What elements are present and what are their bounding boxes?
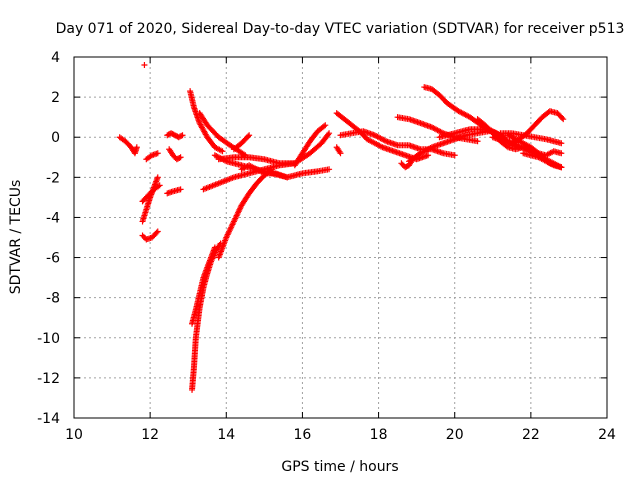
x-tick-labels: 10 12 14 16 18 20 22 24: [65, 427, 616, 443]
data-point: [179, 132, 186, 139]
data-point: [326, 166, 333, 173]
data-point: [560, 116, 567, 123]
series-s9: [164, 130, 186, 141]
x-tick-label: 22: [522, 427, 540, 443]
series-s3: [139, 228, 161, 243]
data-point: [153, 229, 160, 236]
series-s18: [238, 162, 333, 181]
y-tick-label: -2: [46, 170, 60, 186]
data-point: [219, 148, 226, 155]
series-s34: [520, 150, 565, 171]
data-point: [558, 140, 565, 147]
series-s20: [291, 122, 329, 169]
plot-frame: [73, 56, 608, 419]
series-s21: [333, 144, 344, 157]
data-point: [154, 174, 161, 181]
data-point: [154, 228, 161, 235]
series-s5: [139, 182, 163, 205]
data-point: [177, 154, 184, 161]
data-point: [559, 114, 566, 121]
series-s8: [166, 146, 184, 163]
data-point: [178, 132, 185, 139]
series-s14: [215, 166, 275, 261]
y-axis-label: SDTVAR / TECUs: [8, 180, 24, 295]
y-tick-label: -8: [46, 291, 60, 307]
data-point: [245, 133, 252, 140]
series-s10: [187, 88, 226, 155]
series-s6: [143, 150, 161, 163]
data-point: [156, 182, 163, 189]
data-point: [321, 123, 328, 130]
data-points: [116, 62, 567, 393]
series-s33: [508, 108, 567, 147]
data-point: [325, 131, 332, 138]
data-point: [337, 150, 344, 157]
y-tick-label: 2: [51, 90, 60, 106]
series-s7: [164, 186, 184, 197]
y-tick-label: -14: [37, 411, 60, 427]
series-s31: [505, 132, 565, 159]
series-s19: [230, 132, 253, 153]
series-s2: [141, 62, 148, 69]
data-point: [425, 152, 432, 159]
x-tick-label: 16: [294, 427, 312, 443]
data-point: [211, 244, 218, 251]
data-point: [133, 144, 140, 151]
data-point: [176, 154, 183, 161]
x-tick-label: 12: [141, 427, 159, 443]
axis-ticks: [73, 56, 608, 419]
x-tick-label: 10: [65, 427, 83, 443]
data-point: [154, 150, 161, 157]
data-point: [558, 164, 565, 171]
series-s1: [116, 134, 140, 157]
x-axis-label: GPS time / hours: [281, 459, 398, 475]
data-point: [177, 186, 184, 193]
series-s13: [189, 244, 218, 327]
y-tick-label: -10: [37, 331, 60, 347]
y-tick-labels: 4 2 0 -2 -4 -6 -8 -10 -12 -14: [37, 50, 60, 427]
data-point: [451, 152, 458, 159]
y-tick-label: 4: [51, 50, 60, 66]
data-point: [322, 122, 329, 129]
x-tick-label: 18: [370, 427, 388, 443]
series-s23: [337, 128, 458, 159]
x-tick-label: 14: [217, 427, 235, 443]
data-point: [558, 150, 565, 157]
data-point: [246, 132, 253, 139]
x-tick-label: 20: [446, 427, 464, 443]
x-tick-label: 24: [598, 427, 616, 443]
data-point: [326, 130, 333, 137]
y-tick-label: -4: [46, 210, 60, 226]
series-s32: [497, 130, 565, 147]
data-point: [141, 62, 148, 69]
data-point: [474, 138, 481, 145]
y-tick-label: -12: [37, 371, 60, 387]
y-tick-label: 0: [51, 130, 60, 146]
chart-title: Day 071 of 2020, Sidereal Day-to-day VTE…: [56, 21, 625, 37]
y-tick-label: -6: [46, 251, 60, 267]
